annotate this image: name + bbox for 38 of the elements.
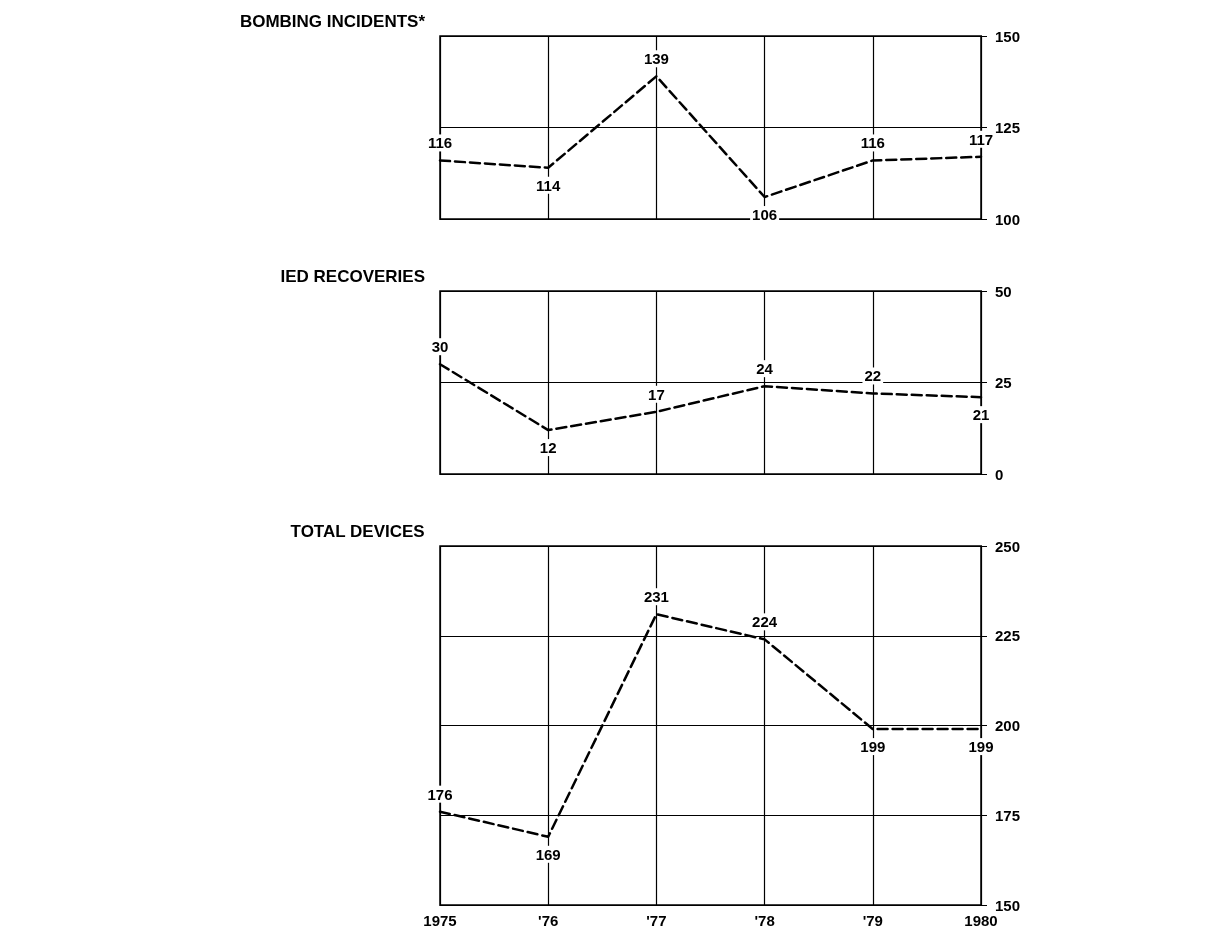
y-tick-label: 0 <box>995 465 1004 483</box>
data-label: 116 <box>860 134 885 152</box>
data-label: 117 <box>968 130 994 148</box>
data-label: 116 <box>427 134 453 152</box>
x-tick-label: 1980 <box>964 912 998 929</box>
chart-title: TOTAL DEVICES <box>290 522 425 541</box>
y-tick-label: 100 <box>995 210 1021 228</box>
data-label: 17 <box>648 385 665 403</box>
chart-title: BOMBING INCIDENTS* <box>239 12 426 31</box>
data-label: 231 <box>643 588 669 606</box>
y-tick-label: 150 <box>995 27 1021 45</box>
y-tick-label: 150 <box>995 896 1021 914</box>
data-label: 139 <box>643 50 669 68</box>
chart-title: IED RECOVERIES <box>280 267 426 286</box>
data-label: 176 <box>427 785 453 803</box>
data-label: 106 <box>752 206 778 224</box>
data-label: 224 <box>752 613 778 631</box>
y-tick-label: 25 <box>995 374 1012 391</box>
data-label: 24 <box>756 360 774 378</box>
y-tick-label: 125 <box>995 119 1021 136</box>
data-label: 199 <box>968 738 994 756</box>
data-label: 22 <box>864 367 882 385</box>
x-tick-label: '76 <box>538 912 559 929</box>
y-tick-label: 50 <box>995 282 1012 300</box>
data-label: 30 <box>431 338 449 356</box>
y-tick-label: 200 <box>995 717 1021 734</box>
data-label: 114 <box>536 176 561 194</box>
data-label: 12 <box>539 439 557 457</box>
y-tick-label: 175 <box>995 806 1021 824</box>
y-tick-label: 250 <box>995 537 1021 555</box>
x-tick-label: '77 <box>646 912 667 929</box>
x-tick-label: '79 <box>862 912 883 929</box>
x-tick-label: '78 <box>754 912 775 929</box>
y-tick-label: 225 <box>995 627 1021 645</box>
data-label: 169 <box>535 845 561 863</box>
data-label: 21 <box>972 406 990 424</box>
data-label: 199 <box>860 738 886 756</box>
x-tick-label: 1975 <box>423 912 457 929</box>
